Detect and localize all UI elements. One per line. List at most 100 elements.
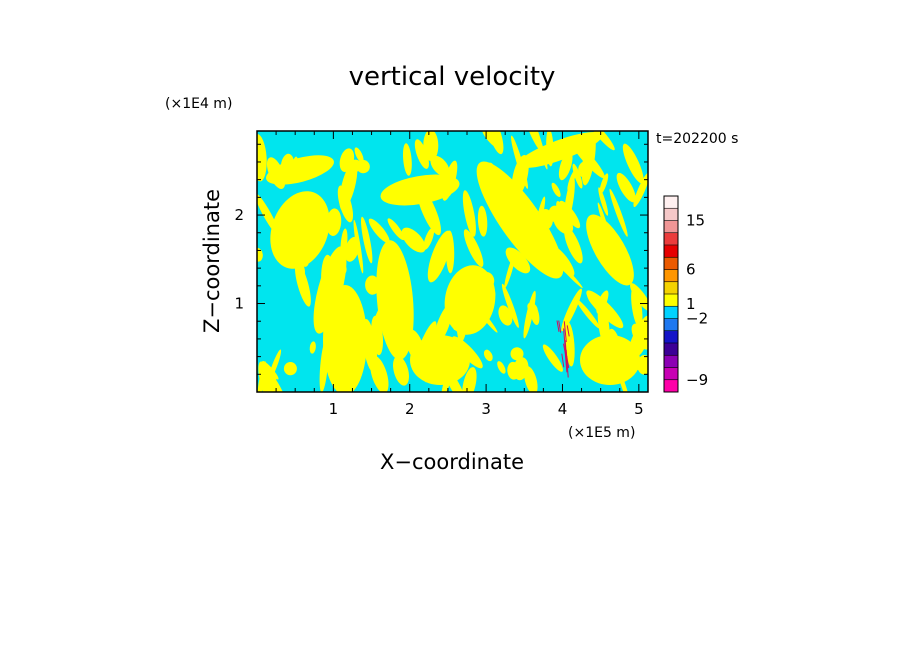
colorbar-cell xyxy=(664,257,678,270)
updraft-streak xyxy=(462,190,476,237)
updraft-streak xyxy=(321,254,335,304)
updraft-streak xyxy=(414,139,429,169)
y-unit-label: (×1E4 m) xyxy=(165,96,232,112)
updraft-streak xyxy=(477,205,488,237)
colorbar-cell xyxy=(664,245,678,258)
updraft-streak xyxy=(630,283,648,312)
updraft-streak xyxy=(572,163,583,189)
updraft-streak xyxy=(340,228,348,258)
updraft-streak xyxy=(586,290,624,329)
time-label: t=202200 s xyxy=(656,131,738,147)
updraft-streak xyxy=(365,275,380,295)
colorbar-label: 6 xyxy=(686,261,696,279)
updraft-streak xyxy=(633,172,648,208)
y-tick-label: 2 xyxy=(234,206,244,224)
updraft-streak xyxy=(618,371,629,392)
x-tick-label: 2 xyxy=(405,400,415,418)
updraft-streak xyxy=(627,352,643,371)
colorbar-cell xyxy=(664,269,678,283)
colorbar-label: −9 xyxy=(686,371,708,389)
updraft-streak xyxy=(356,159,370,174)
updraft-streak xyxy=(423,131,439,161)
updraft-streak xyxy=(368,218,390,244)
x-axis-ticks xyxy=(275,131,640,392)
updraft-streak xyxy=(337,185,354,223)
updraft-streak xyxy=(283,362,297,376)
updraft-streak xyxy=(616,172,636,203)
updraft-streak xyxy=(510,347,524,361)
strong-velocity-streak xyxy=(563,321,567,343)
colorbar-cell xyxy=(664,343,678,356)
colorbar-cell xyxy=(664,232,678,246)
updraft-streak xyxy=(504,253,516,289)
updraft-streak xyxy=(501,283,519,328)
updraft-streak xyxy=(423,227,435,250)
colorbar-cell xyxy=(664,281,678,295)
updraft-streak xyxy=(258,361,277,392)
updraft-streak xyxy=(606,328,623,373)
x-axis-tick-labels: 1 2 3 4 5 xyxy=(329,400,644,418)
updraft-streak xyxy=(581,132,596,186)
updraft-streak xyxy=(326,208,342,236)
updraft-streak xyxy=(280,153,295,179)
colorbar-label: −2 xyxy=(686,310,708,328)
updraft-streak xyxy=(567,169,577,191)
updraft-streak xyxy=(481,274,496,299)
strong-velocity-streak xyxy=(561,353,565,368)
updraft-streak xyxy=(505,247,531,274)
x-axis-label: X−coordinate xyxy=(380,450,524,474)
updraft-streak xyxy=(597,202,611,240)
updraft-streak xyxy=(564,226,583,264)
updraft-streak xyxy=(393,356,409,386)
x-tick-label: 3 xyxy=(481,400,491,418)
colorbar-cell xyxy=(664,318,678,332)
updraft-streak xyxy=(548,252,583,289)
updraft-streak xyxy=(387,218,405,241)
updraft-streak xyxy=(409,327,436,374)
updraft-streak xyxy=(430,155,450,177)
colorbar-label: 15 xyxy=(686,212,705,230)
colorbar-cell xyxy=(664,367,678,381)
updraft-streak xyxy=(463,291,498,333)
updraft-streak xyxy=(631,323,648,350)
updraft-streak xyxy=(446,300,460,319)
colorbar-cells xyxy=(664,196,678,393)
updraft-streak xyxy=(364,339,383,392)
x-unit-label: (×1E5 m) xyxy=(568,425,635,441)
updraft-streak xyxy=(558,151,573,181)
strong-velocity-streak xyxy=(556,320,560,332)
colorbar-cell xyxy=(664,208,678,221)
colorbar-ticks xyxy=(664,207,678,381)
updraft-streak xyxy=(257,193,280,237)
updraft-streak xyxy=(319,338,329,392)
updraft-streak xyxy=(309,341,316,354)
updraft-streak xyxy=(300,198,320,235)
colorbar-cell xyxy=(664,196,678,209)
updraft-streak xyxy=(401,227,426,253)
updraft-streak xyxy=(262,360,279,380)
updraft-streak xyxy=(339,148,355,173)
updraft-streak xyxy=(396,281,405,326)
updraft-streak xyxy=(257,134,267,182)
updraft-streak xyxy=(483,349,493,362)
updraft-streak xyxy=(331,262,347,277)
updraft-streak xyxy=(292,240,309,267)
updraft-streak xyxy=(551,182,561,198)
updraft-streak xyxy=(575,298,601,329)
updraft-streak xyxy=(462,367,477,392)
colorbar-cell xyxy=(664,379,678,393)
updraft-streak xyxy=(441,363,455,392)
x-tick-label: 5 xyxy=(634,400,644,418)
updraft-streak xyxy=(323,294,347,332)
y-axis-ticks xyxy=(257,143,648,375)
updraft-streak xyxy=(595,350,618,381)
updraft-streak xyxy=(598,187,609,216)
updraft-streak xyxy=(433,304,453,345)
updraft-streak xyxy=(561,288,582,332)
updraft-streak xyxy=(354,147,364,163)
updraft-streak xyxy=(546,131,554,167)
updraft-streak xyxy=(414,337,427,383)
x-tick-label: 4 xyxy=(558,400,568,418)
y-axis-tick-labels: 12 xyxy=(234,206,244,312)
